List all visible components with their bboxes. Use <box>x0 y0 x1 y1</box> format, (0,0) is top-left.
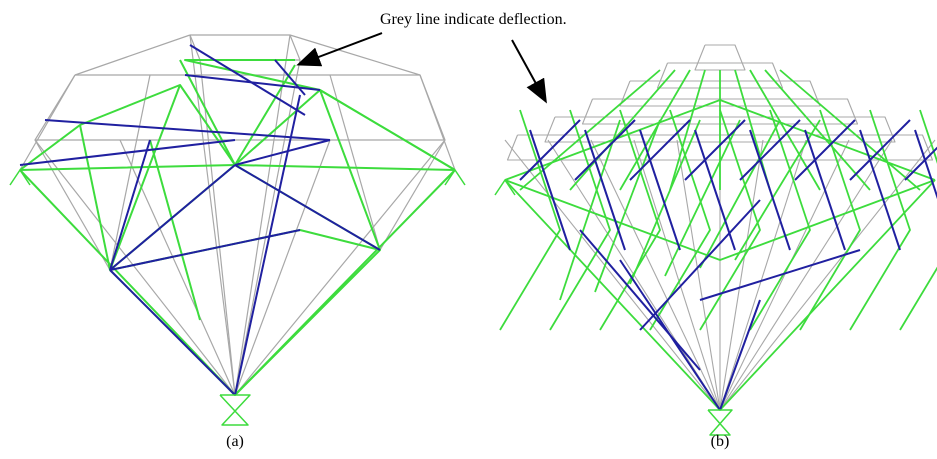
member <box>110 230 300 270</box>
deflected-member <box>695 45 745 70</box>
member <box>750 130 790 250</box>
member <box>500 110 560 330</box>
deflected-member <box>720 140 763 410</box>
member <box>695 130 735 250</box>
deflected-member <box>591 140 720 410</box>
member <box>795 120 855 180</box>
member <box>110 140 150 270</box>
deflected-member <box>190 35 235 395</box>
member <box>805 130 845 250</box>
annotation: Grey line indicate deflection. <box>380 11 567 28</box>
member <box>720 300 760 410</box>
member <box>580 230 700 370</box>
member <box>765 70 870 190</box>
member <box>850 110 910 330</box>
panel-b <box>495 45 937 435</box>
deflected-member <box>720 140 892 410</box>
member <box>235 165 380 250</box>
member <box>110 270 235 395</box>
member <box>20 140 235 165</box>
deflected-member <box>420 75 455 170</box>
deflected-member <box>35 140 445 395</box>
panel-label: (b) <box>711 433 730 450</box>
deflected-member <box>190 35 300 60</box>
member <box>700 250 860 300</box>
annotation-arrow <box>512 40 545 100</box>
deflected-member <box>380 140 445 250</box>
member <box>110 165 380 270</box>
deflected-member <box>120 140 330 395</box>
member <box>185 60 455 170</box>
member <box>595 120 660 292</box>
deflected-member <box>720 140 935 410</box>
deflected-member <box>75 35 190 75</box>
deflected-member <box>634 140 720 410</box>
support <box>708 410 732 435</box>
member <box>190 45 305 115</box>
member <box>585 130 625 250</box>
panel-a <box>10 35 465 425</box>
member <box>530 130 570 250</box>
member <box>750 70 820 190</box>
member <box>860 130 900 250</box>
deflected-member <box>290 35 420 75</box>
deflected-member <box>720 140 849 410</box>
figure: Grey line indicate deflection. (a) (b) <box>0 0 937 459</box>
deflected-member <box>505 140 720 410</box>
panel-label: (a) <box>226 433 244 450</box>
deflected-member <box>35 75 445 140</box>
support <box>220 395 250 425</box>
member <box>850 120 910 180</box>
